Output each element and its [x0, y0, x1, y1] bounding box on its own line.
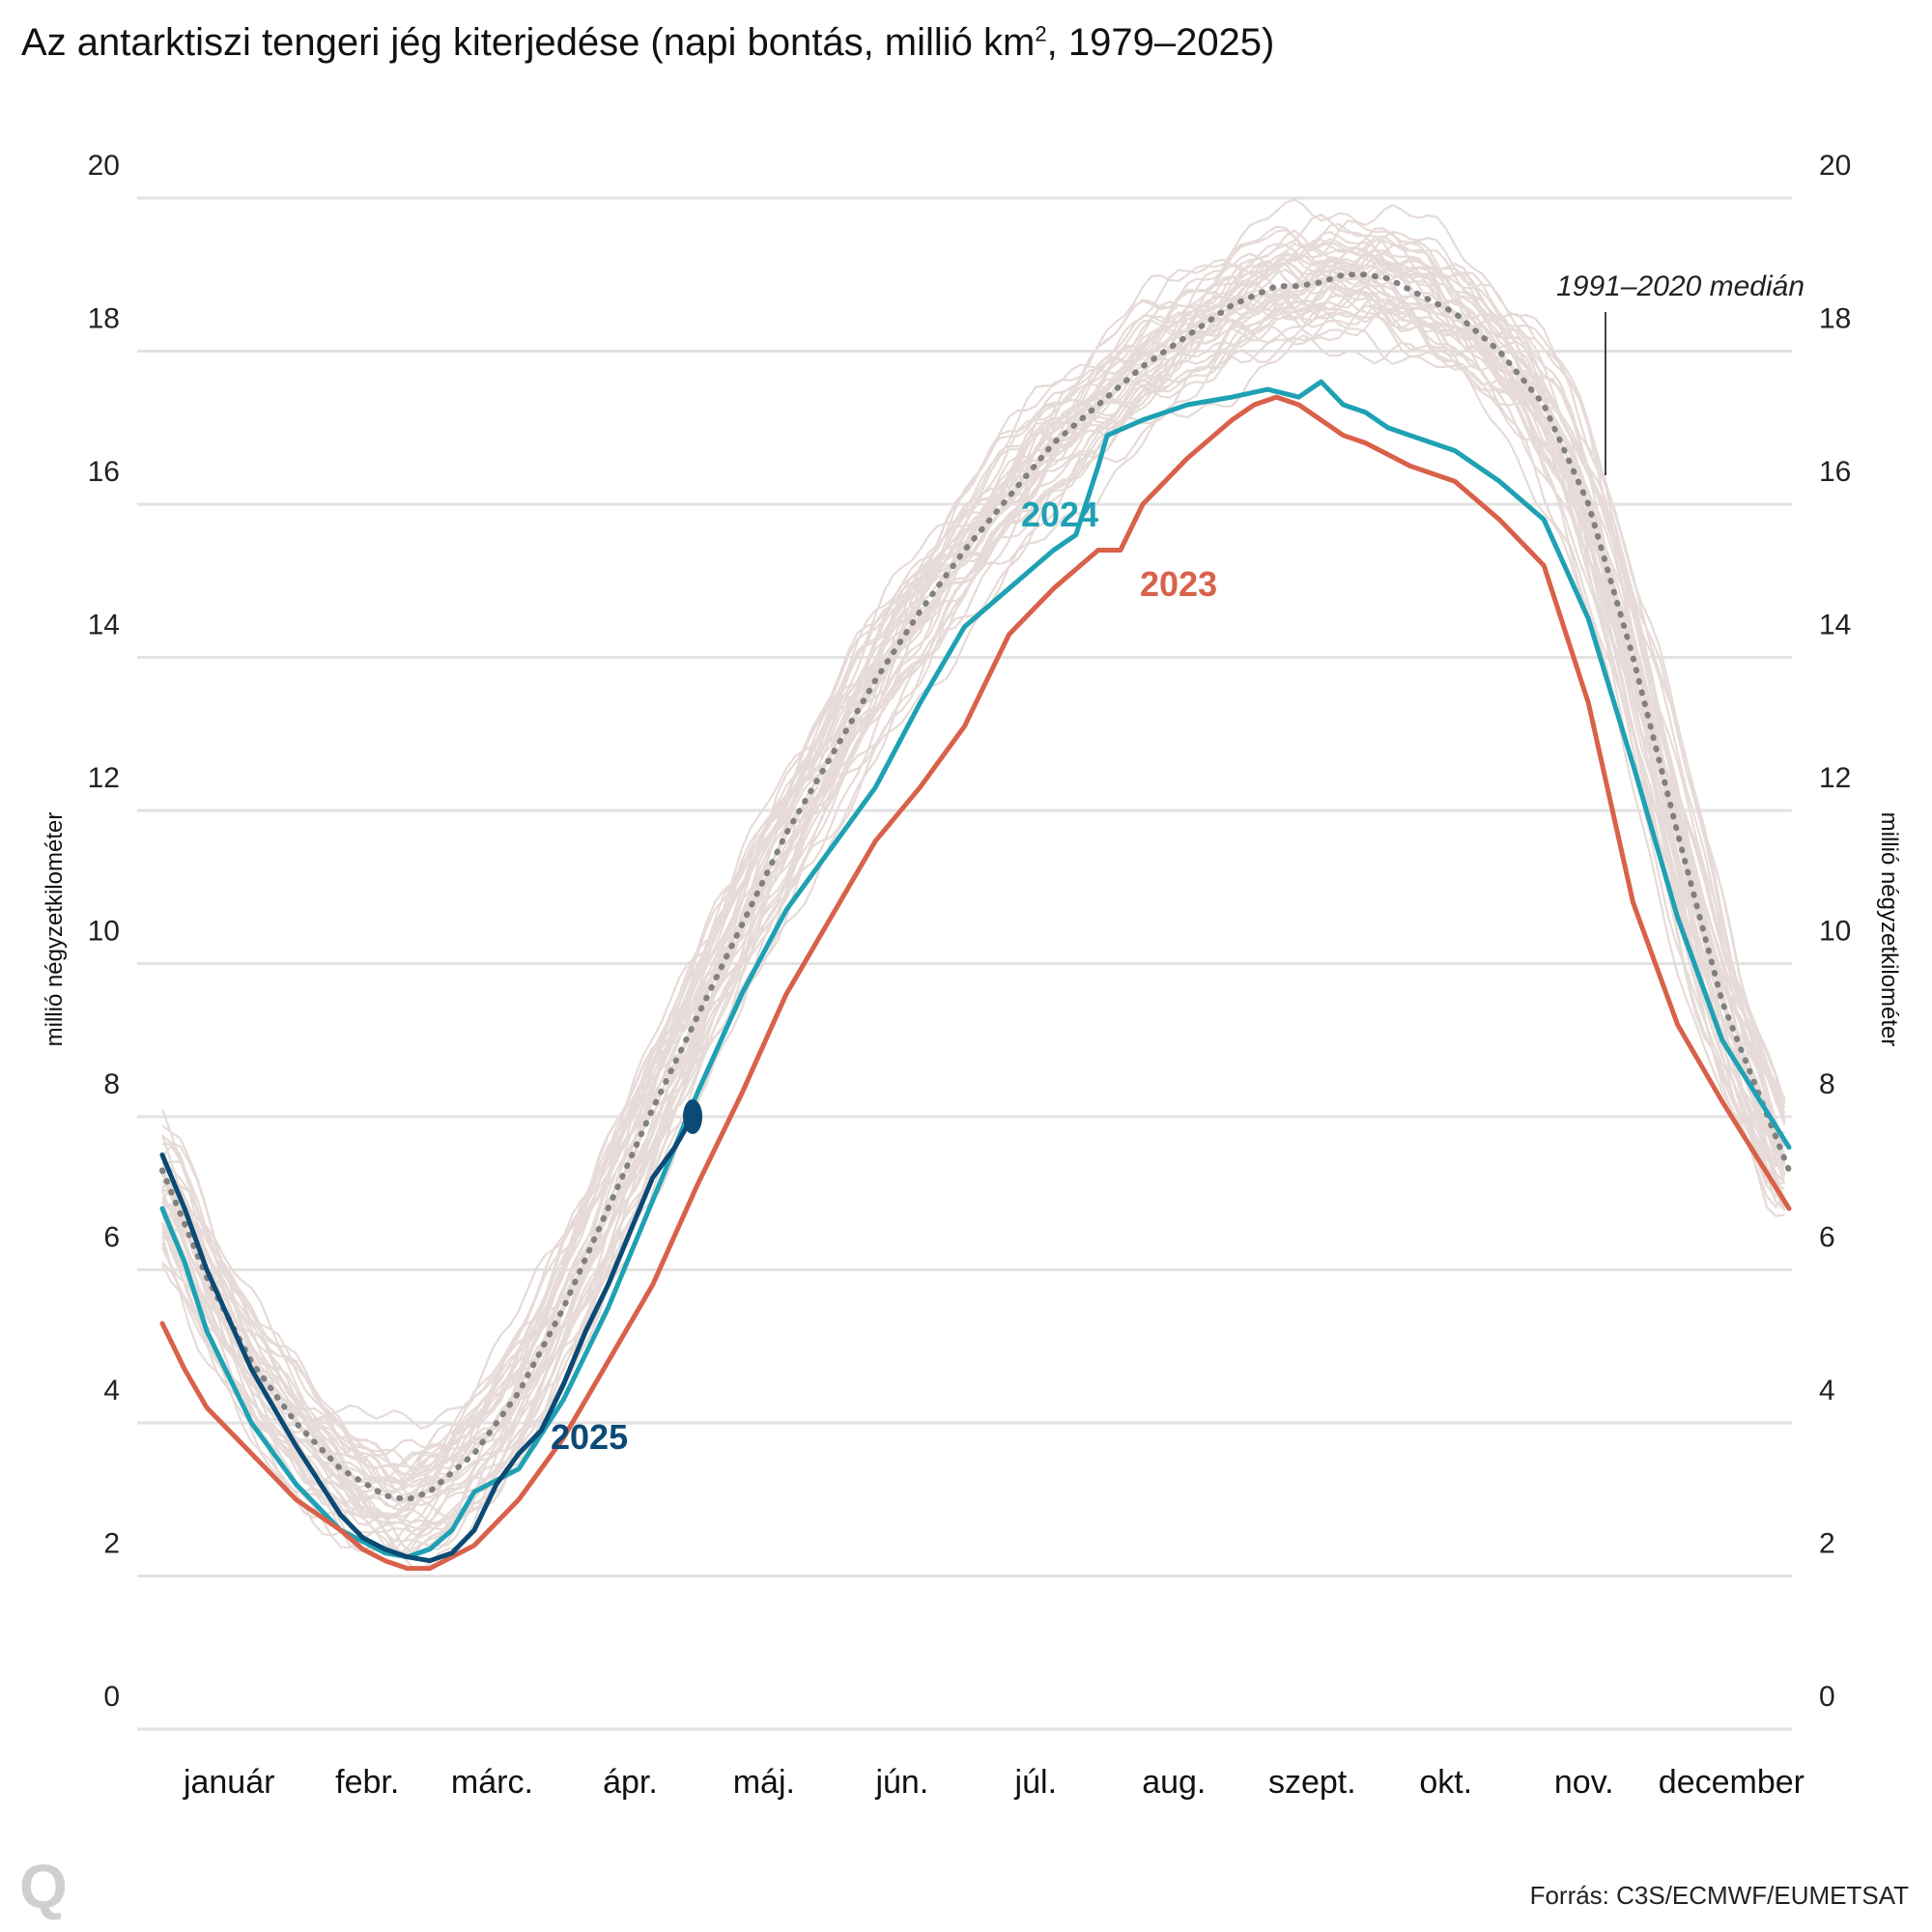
- background-year-line: [160, 225, 1785, 1489]
- chart-title-superscript: 2: [1035, 21, 1047, 46]
- x-tick-label-5: máj.: [733, 1764, 795, 1801]
- y-tick-left-10: 10: [88, 916, 120, 948]
- chart-title-tail: , 1979–2025): [1046, 21, 1275, 64]
- background-year-line: [161, 286, 1786, 1497]
- background-year-line: [161, 239, 1786, 1496]
- y-axis-label-right: millió négyzetkilométer: [1876, 812, 1902, 1047]
- chart-title-main: Az antarktiszi tengeri jég kiterjedése (…: [21, 21, 1036, 64]
- background-year-line: [161, 219, 1786, 1507]
- y-tick-right-8: 8: [1819, 1068, 1835, 1100]
- background-year-line: [161, 242, 1786, 1489]
- y-tick-right-14: 14: [1819, 610, 1851, 641]
- y-tick-left-6: 6: [103, 1222, 120, 1254]
- y-tick-left-12: 12: [88, 762, 120, 794]
- background-year-line: [161, 213, 1785, 1509]
- y-tick-right-10: 10: [1819, 916, 1851, 948]
- x-tick-label-3: márc.: [451, 1764, 533, 1801]
- y-tick-left-14: 14: [88, 610, 120, 641]
- x-tick-label-2: febr.: [335, 1764, 399, 1801]
- y-tick-left-18: 18: [88, 303, 120, 335]
- y-tick-right-6: 6: [1819, 1222, 1835, 1254]
- y-tick-right-2: 2: [1819, 1528, 1835, 1560]
- y-tick-left-4: 4: [103, 1375, 120, 1406]
- background-year-line: [161, 278, 1786, 1556]
- y-tick-left-20: 20: [88, 150, 120, 182]
- x-tick-label-4: ápr.: [603, 1764, 658, 1801]
- y-tick-right-20: 20: [1819, 150, 1851, 182]
- y-tick-right-16: 16: [1819, 456, 1851, 488]
- background-year-line: [160, 271, 1786, 1539]
- chart-title: Az antarktiszi tengeri jég kiterjedése (…: [21, 21, 1274, 65]
- background-year-line: [160, 280, 1785, 1458]
- x-tick-label-1: január: [183, 1764, 275, 1801]
- label-2023: 2023: [1140, 564, 1217, 604]
- x-tick-label-11: nov.: [1554, 1764, 1614, 1801]
- median-line: [159, 271, 1792, 1503]
- y-tick-right-4: 4: [1819, 1375, 1835, 1406]
- publisher-logo: Q: [19, 1852, 68, 1921]
- series-lines: [159, 271, 1792, 1572]
- y-tick-right-18: 18: [1819, 303, 1851, 335]
- y-axis-label-left: millió négyzetkilométer: [42, 812, 68, 1047]
- x-tick-label-7: júl.: [1014, 1764, 1057, 1801]
- x-tick-label-12: december: [1659, 1764, 1804, 1801]
- background-year-line: [161, 248, 1786, 1467]
- y-tick-right-12: 12: [1819, 762, 1851, 794]
- background-year-lines: [160, 198, 1786, 1571]
- label-2024: 2024: [1021, 495, 1098, 534]
- background-year-line: [161, 238, 1786, 1503]
- background-year-line: [160, 251, 1786, 1549]
- background-year-line: [160, 285, 1786, 1491]
- y-tick-left-8: 8: [103, 1068, 120, 1100]
- line-2023: [159, 394, 1792, 1572]
- line-2025: [159, 1114, 696, 1564]
- x-tick-label-6: jún.: [874, 1764, 928, 1801]
- x-tick-label-9: szept.: [1268, 1764, 1356, 1801]
- label-2025: 2025: [551, 1417, 628, 1457]
- y-tick-right-0: 0: [1819, 1681, 1835, 1713]
- line-2024: [159, 379, 1792, 1560]
- y-tick-left-0: 0: [103, 1681, 120, 1713]
- y-tick-left-16: 16: [88, 456, 120, 488]
- y-tick-left-2: 2: [103, 1528, 120, 1560]
- background-year-line: [160, 268, 1786, 1555]
- source-credit: Forrás: C3S/ECMWF/EUMETSAT: [1529, 1881, 1909, 1910]
- y-axis-left: 0 2 4 6 8 10 12 14 16 18 20: [88, 150, 120, 1713]
- x-tick-label-10: okt.: [1419, 1764, 1472, 1801]
- y-axis-right: 0 2 4 6 8 10 12 14 16 18 20: [1819, 150, 1851, 1713]
- background-year-line: [161, 307, 1785, 1550]
- median-label: 1991–2020 medián: [1556, 270, 1804, 302]
- x-axis-month-labels: január febr. márc. ápr. máj. jún. júl. aug. szep…: [183, 1764, 1804, 1801]
- x-tick-label-8: aug.: [1142, 1764, 1206, 1801]
- point-2025-latest: [683, 1099, 703, 1134]
